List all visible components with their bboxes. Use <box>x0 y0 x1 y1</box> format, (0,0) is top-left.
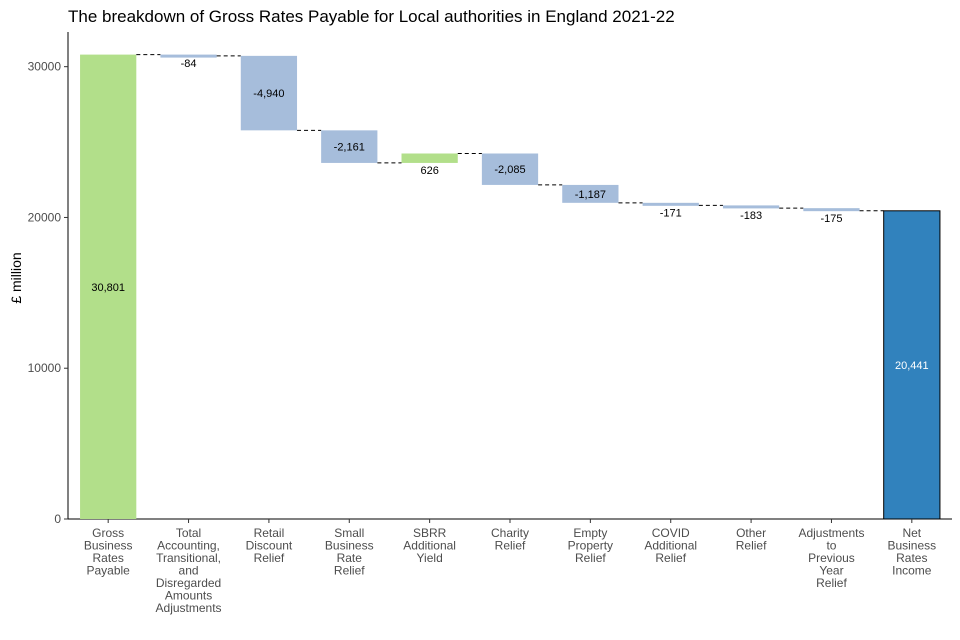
category-label-7: COVID Additional Relief <box>644 526 697 565</box>
data-label-7: -171 <box>660 207 682 219</box>
category-label-9: Adjustments to Previous Year Relief <box>798 526 864 590</box>
bar-10 <box>883 210 941 520</box>
data-label-3: -2,161 <box>334 142 365 154</box>
y-axis-label: £ million <box>8 252 24 303</box>
category-label-4: SBRR Additional Yield <box>403 526 456 565</box>
bar-1 <box>160 54 217 58</box>
category-label-3: Small Business Rate Relief <box>325 526 374 578</box>
data-label-1: -84 <box>181 58 197 70</box>
y-tick-label: 10000 <box>28 361 62 375</box>
data-label-9: -175 <box>820 213 842 225</box>
bar-3 <box>321 130 378 163</box>
category-label-0: Gross Business Rates Payable <box>84 526 133 578</box>
data-label-5: -2,085 <box>494 164 525 176</box>
data-label-10: 20,441 <box>895 360 929 372</box>
bar-0 <box>80 54 137 520</box>
bar-2 <box>240 55 298 131</box>
category-label-1: Total Accounting, Transitional, and Disregar… <box>156 526 222 615</box>
bar-4 <box>401 153 458 163</box>
category-label-10: Net Business Rates Income <box>887 526 936 578</box>
data-label-2: -4,940 <box>253 88 284 100</box>
category-label-6: Empty Property Relief <box>568 526 613 565</box>
bar-6 <box>562 184 619 203</box>
data-label-6: -1,187 <box>575 189 606 201</box>
bar-8 <box>722 205 780 209</box>
bar-7 <box>642 202 699 206</box>
y-tick-label: 0 <box>54 512 61 526</box>
y-tick-label: 30000 <box>28 60 62 74</box>
bar-9 <box>803 208 860 212</box>
data-label-8: -183 <box>740 210 762 222</box>
category-label-2: Retail Discount Relief <box>246 526 293 565</box>
data-label-4: 626 <box>420 165 438 177</box>
bar-5 <box>481 153 539 185</box>
plot-area: 0 10000 20000 30000 30,801 Gross Business Rates… <box>28 32 952 615</box>
y-tick-label: 20000 <box>28 210 62 224</box>
data-label-0: 30,801 <box>91 282 125 294</box>
category-label-5: Charity Relief <box>491 526 529 553</box>
chart-title: The breakdown of Gross Rates Payable for… <box>68 7 675 26</box>
category-label-8: Other Relief <box>736 526 767 553</box>
